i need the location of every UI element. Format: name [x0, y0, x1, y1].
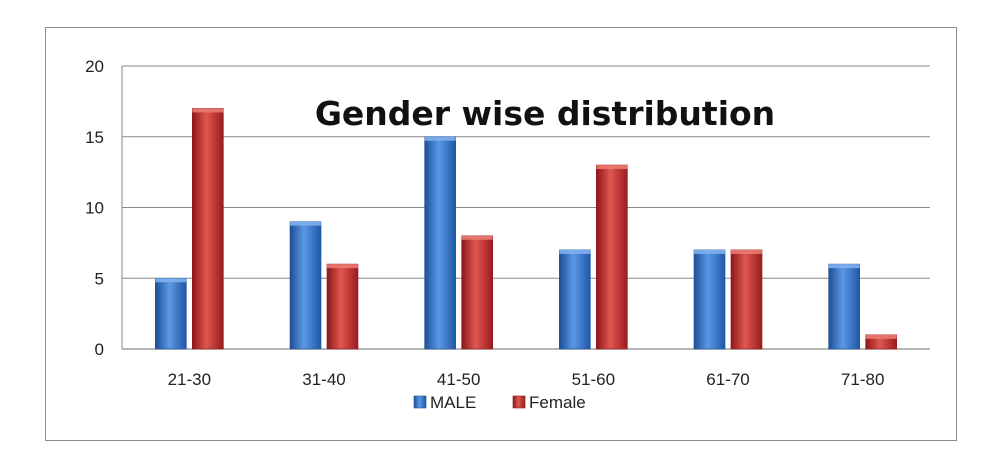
x-tick-label: 61-70	[706, 370, 749, 389]
bar-top-highlight	[694, 249, 725, 254]
tick-labels: 0 5 10 15 20 21-30 31-40 41-50 51-60 61-70 71-80	[85, 57, 884, 389]
bar-top-highlight	[192, 108, 224, 113]
x-tick-label: 31-40	[302, 370, 345, 389]
legend-swatch-female	[512, 395, 526, 409]
bar-male-71-80	[828, 263, 860, 350]
legend-label-male: MALE	[430, 393, 476, 412]
bar-male-21-30	[155, 277, 187, 350]
y-tick-label: 5	[95, 269, 104, 288]
chart-title: Gender wise distribution	[315, 94, 775, 133]
y-tick-label: 10	[85, 199, 104, 218]
axes	[121, 66, 930, 350]
bar-female-21-30	[192, 108, 224, 350]
bar-female-41-50	[461, 235, 493, 350]
bars	[155, 108, 897, 350]
x-tick-label: 41-50	[437, 370, 480, 389]
bar-top-highlight	[559, 249, 591, 254]
bar-top-highlight	[290, 221, 321, 226]
bar-top-highlight	[731, 249, 762, 254]
grid-lines	[122, 65, 930, 279]
x-tick-label: 21-30	[168, 370, 211, 389]
y-tick-label: 0	[95, 340, 104, 359]
bar-male-51-60	[559, 249, 591, 350]
y-tick-label: 15	[85, 128, 104, 147]
bar-top-highlight	[155, 278, 187, 283]
legend-swatch-male	[413, 395, 427, 409]
legend-label-female: Female	[529, 393, 586, 412]
bar-female-31-40	[326, 263, 359, 350]
legend: MALE Female	[413, 393, 586, 412]
bar-top-highlight	[865, 334, 897, 339]
bar-female-61-70	[730, 249, 763, 350]
bar-male-31-40	[289, 221, 322, 350]
x-tick-label: 51-60	[572, 370, 615, 389]
bar-top-highlight	[327, 264, 358, 269]
bar-male-61-70	[693, 249, 726, 350]
bar-top-highlight	[828, 264, 860, 269]
bar-female-51-60	[596, 164, 628, 350]
bar-top-highlight	[424, 136, 456, 141]
bar-male-41-50	[424, 136, 456, 350]
y-tick-label: 20	[85, 57, 104, 76]
bar-top-highlight	[596, 165, 628, 170]
x-tick-label: 71-80	[841, 370, 884, 389]
bar-top-highlight	[461, 235, 493, 240]
